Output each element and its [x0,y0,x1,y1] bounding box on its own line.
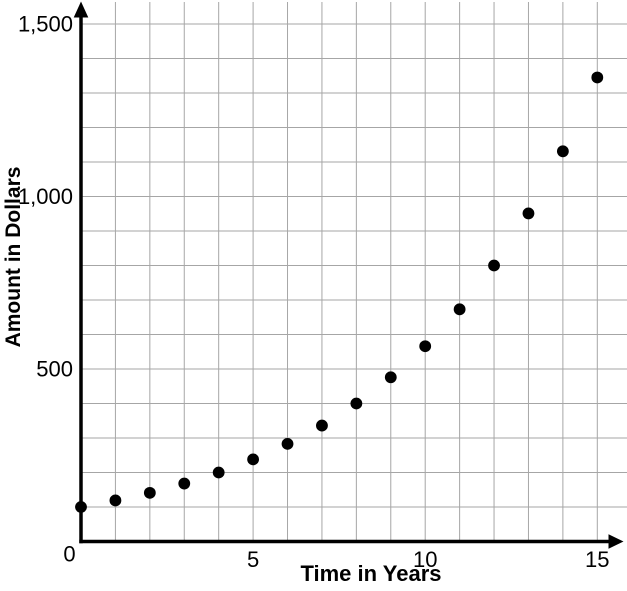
data-point [178,477,191,490]
data-point [75,501,87,513]
x-tick-label: 15 [585,547,609,572]
y-tick-label: 1,000 [18,184,73,209]
x-axis-arrow [608,534,624,549]
data-point [591,71,604,84]
data-point [453,303,466,316]
data-point [316,419,328,432]
x-tick-label: 10 [413,547,437,572]
y-tick-label: 1,500 [18,12,73,37]
y-axis-arrow [73,1,89,18]
data-point [522,207,535,220]
data-point [143,486,156,499]
x-tick-label: 0 [63,542,75,567]
data-point [212,466,225,479]
data-point [281,437,294,450]
data-point [419,340,432,353]
x-tick-label: 5 [247,547,259,572]
data-point [350,397,363,410]
data-point [247,453,259,466]
y-tick-label: 500 [36,357,73,382]
data-point [556,145,569,158]
data-point [384,371,397,384]
data-point [109,494,122,507]
data-point [488,259,500,272]
